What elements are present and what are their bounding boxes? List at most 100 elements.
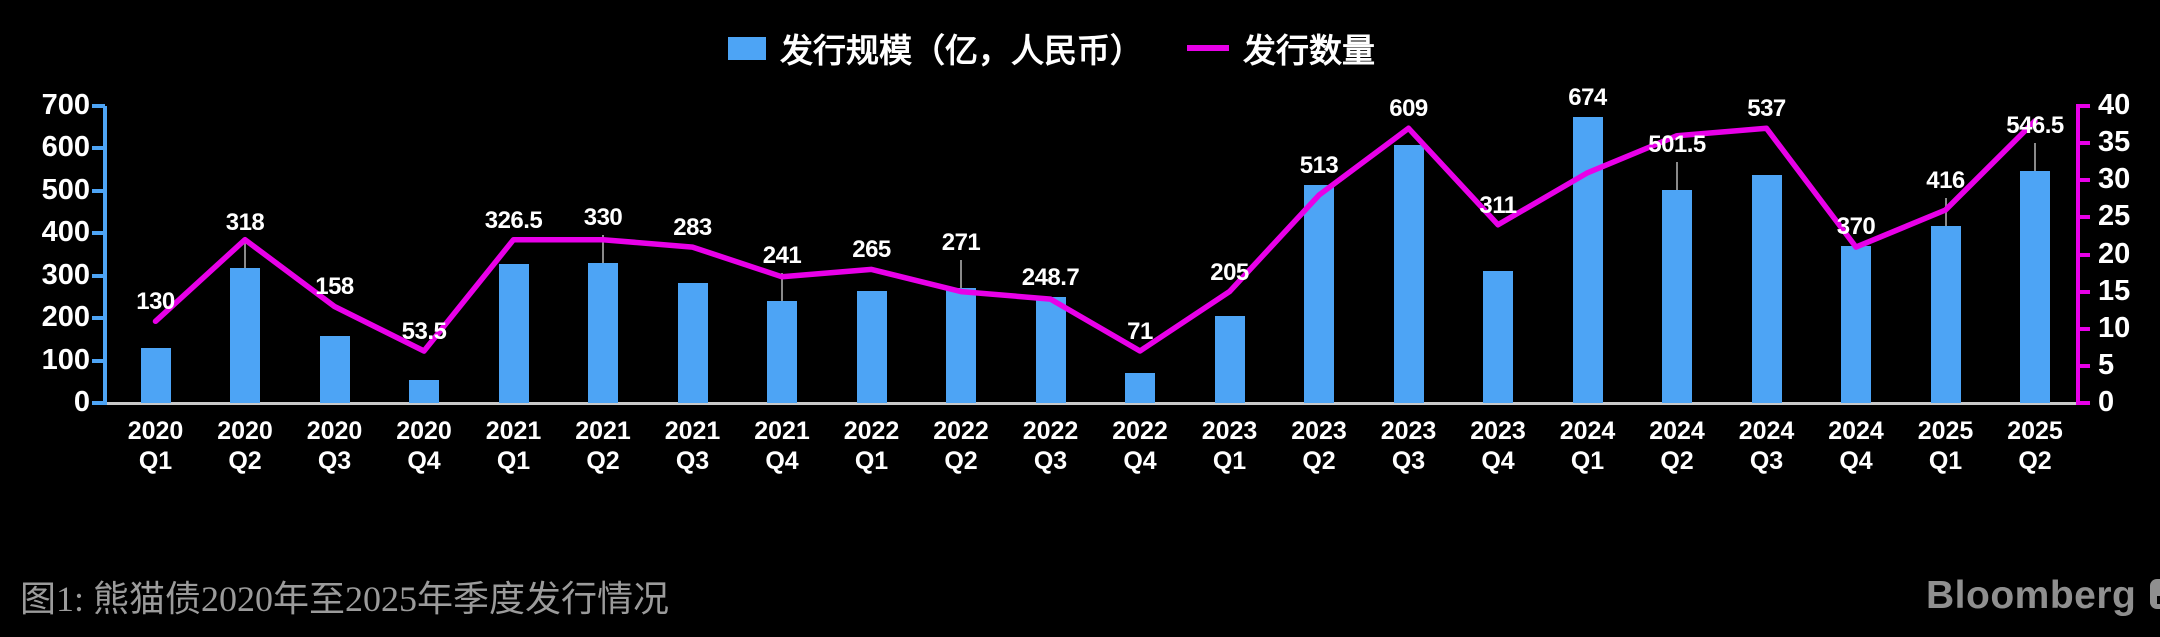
bar-value-label: 674	[1568, 84, 1607, 112]
bar-value-label: 283	[673, 214, 712, 242]
x-axis-label: 2022 Q2	[933, 417, 989, 475]
left-axis-tick	[92, 358, 105, 363]
x-axis-label: 2024 Q4	[1828, 417, 1884, 475]
right-axis-tick-label: 10	[2098, 311, 2131, 344]
label-connector	[602, 234, 604, 263]
bar-value-label: 311	[1479, 191, 1517, 219]
x-axis-label: 2020 Q4	[396, 417, 452, 475]
bar-value-label: 271	[941, 229, 981, 257]
right-axis-tick	[2076, 252, 2090, 257]
bar-2023-Q2	[1304, 185, 1334, 403]
bar-2020-Q3	[319, 335, 350, 403]
left-axis-tick	[92, 273, 105, 278]
left-axis-tick-label: 500	[41, 173, 90, 206]
left-axis-tick	[92, 401, 105, 405]
right-axis-tick-label: 35	[2098, 126, 2131, 159]
x-axis-label: 2022 Q3	[1022, 417, 1079, 475]
right-axis-tick-label: 25	[2098, 200, 2131, 233]
label-connector	[2034, 143, 2036, 172]
x-axis-label: 2022 Q1	[843, 417, 900, 475]
bar-value-label: 513	[1299, 152, 1339, 180]
left-axis-tick-label: 300	[41, 258, 90, 291]
left-axis-tick	[92, 316, 105, 321]
x-axis-label: 2025 Q2	[2007, 417, 2063, 475]
bar-value-label: 416	[1926, 167, 1965, 195]
right-axis-tick-label: 30	[2098, 163, 2131, 196]
bar-2023-Q3	[1393, 144, 1424, 403]
bar-value-label: 546.5	[2006, 112, 2064, 140]
bar-2021-Q1	[498, 264, 529, 403]
bar-2022-Q4	[1125, 372, 1155, 403]
left-axis-tick	[92, 146, 105, 151]
left-axis-tick	[92, 188, 105, 193]
bloomberg-logo: Bloomberg	[1926, 574, 2160, 618]
x-axis-label: 2023 Q3	[1380, 417, 1437, 475]
bar-2022-Q1	[856, 290, 887, 403]
x-axis-label: 2021 Q4	[754, 417, 810, 475]
right-axis-tick	[2076, 326, 2090, 331]
x-axis-label: 2020 Q1	[127, 417, 184, 475]
bar-2024-Q4	[1841, 246, 1871, 403]
bar-value-label: 130	[136, 288, 175, 316]
bar-2020-Q1	[140, 347, 171, 403]
x-axis-label: 2020 Q2	[217, 417, 273, 475]
x-axis-label: 2024 Q2	[1649, 417, 1705, 475]
x-axis-label: 2021 Q3	[664, 417, 721, 475]
right-axis-tick	[2076, 141, 2090, 146]
legend-line-swatch	[1187, 45, 1229, 51]
x-axis-label: 2023 Q1	[1201, 417, 1258, 475]
legend-line-label: 发行数量	[1243, 32, 1375, 69]
x-axis-label: 2022 Q4	[1112, 417, 1168, 475]
legend-bar-label: 发行规模（亿，人民币）	[780, 32, 1143, 69]
bloomberg-logo-text: Bloomberg	[1926, 574, 2137, 617]
left-axis-tick-label: 400	[41, 216, 90, 249]
bar-2020-Q4	[409, 380, 439, 403]
bar-2023-Q1	[1214, 316, 1245, 403]
figure-caption: 图1: 熊猫债2020年至2025年季度发行情况	[20, 579, 670, 619]
label-connector	[960, 260, 962, 289]
bar-value-label: 205	[1210, 258, 1249, 286]
bar-value-label: 609	[1389, 95, 1428, 123]
bar-value-label: 537	[1747, 95, 1786, 123]
left-axis-tick-label: 0	[73, 386, 90, 418]
bar-value-label: 53.5	[401, 318, 447, 346]
right-axis-tick	[2076, 178, 2090, 183]
left-axis-tick	[92, 104, 105, 108]
bar-value-label: 370	[1836, 213, 1876, 240]
left-axis-tick-label: 700	[41, 89, 90, 121]
right-axis-tick	[2076, 401, 2090, 405]
bar-2023-Q4	[1483, 271, 1513, 403]
right-axis-tick-label: 0	[2098, 386, 2115, 418]
right-axis-tick-label: 40	[2098, 89, 2131, 121]
bar-2024-Q1	[1572, 117, 1603, 403]
right-axis-tick	[2076, 104, 2090, 108]
right-axis-tick-label: 20	[2098, 237, 2131, 270]
right-axis-tick	[2076, 363, 2090, 368]
left-axis-tick-label: 100	[41, 343, 90, 376]
x-axis-label: 2020 Q3	[306, 417, 363, 475]
left-axis-tick-label: 600	[41, 131, 90, 164]
label-connector	[781, 272, 783, 301]
bar-2022-Q2	[946, 288, 976, 403]
label-connector	[244, 240, 246, 269]
x-axis-label: 2024 Q3	[1738, 417, 1795, 475]
left-y-axis-line	[103, 106, 107, 405]
left-axis-tick	[92, 231, 105, 236]
bloomberg-bug-icon	[2150, 579, 2160, 609]
left-axis-tick-label: 200	[41, 301, 90, 334]
bar-value-label: 248.7	[1021, 264, 1080, 292]
x-axis-line	[105, 402, 2078, 405]
bar-value-label: 158	[315, 273, 354, 301]
right-axis-tick	[2076, 289, 2090, 294]
bar-value-label: 501.5	[1648, 131, 1706, 159]
right-axis-tick	[2076, 215, 2090, 220]
bar-2025-Q2	[2020, 171, 2050, 403]
label-connector	[1944, 198, 1947, 227]
bar-value-label: 71	[1127, 318, 1153, 346]
right-axis-tick-label: 5	[2098, 348, 2115, 381]
legend: 发行规模（亿，人民币） 发行数量	[728, 24, 1375, 72]
right-axis-tick-label: 15	[2098, 274, 2131, 307]
legend-bar-swatch	[728, 36, 766, 60]
x-axis-label: 2021 Q2	[575, 417, 631, 475]
